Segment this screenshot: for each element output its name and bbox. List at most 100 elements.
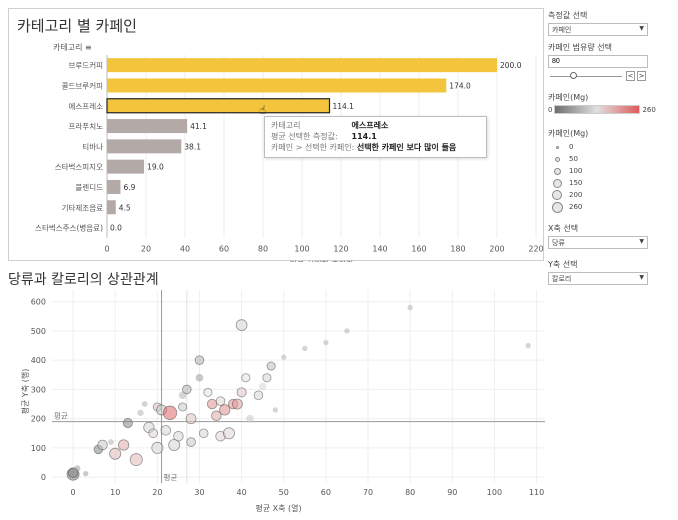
size-legend: 0 50 100 150 200 260 [548, 141, 672, 213]
x-axis-select[interactable]: 당류 ▼ [548, 236, 648, 249]
scatter-point [206, 398, 218, 410]
scatter-point [137, 409, 144, 416]
scatter-point [151, 441, 164, 454]
size-legend-text: 50 [569, 155, 578, 163]
size-legend-item: 150 [552, 177, 672, 189]
hand-cursor-icon: ☝ [259, 103, 266, 117]
bar [107, 58, 497, 73]
category-label: 티바나 [82, 141, 103, 151]
color-legend-label: 카페인(Mg) [548, 93, 589, 102]
category-bar-chart: 0 20 40 60 80 100 120 140 160 180 200 220 브루드커피 200.0… [35, 55, 544, 262]
slider-knob[interactable] [570, 72, 577, 79]
size-legend-text: 200 [569, 191, 583, 199]
scatter-point [186, 437, 196, 447]
bar-value-label: 174.0 [449, 81, 471, 90]
x-tick-label: 40 [180, 245, 190, 254]
caffeine-slider[interactable]: < > [548, 70, 648, 82]
y-axis-select[interactable]: 칼로리 ▼ [548, 272, 648, 285]
scatter-point [108, 439, 114, 446]
scatter-point [160, 425, 171, 436]
x-tick-label: 10 [110, 488, 120, 497]
tooltip-value: 선택한 카페인 보다 많이 들음 [356, 143, 457, 152]
scatter-point [211, 410, 222, 421]
scatter-point [194, 355, 205, 365]
tooltip-value: 에스프레소 [351, 121, 389, 130]
x-tick-label: 20 [141, 245, 151, 254]
scatter-point [272, 407, 279, 413]
scatter-point [227, 398, 239, 410]
bar [107, 119, 188, 134]
scatter-point [198, 428, 209, 439]
bar [106, 98, 331, 114]
tooltip-key: 카테고리 [271, 121, 301, 130]
scatter-point [253, 390, 264, 401]
bar-value-label: 200.0 [500, 61, 522, 70]
x-axis-select-value: 당류 [552, 239, 565, 247]
scatter-point [173, 430, 184, 442]
x-tick-label: 0 [104, 245, 109, 254]
category-header[interactable]: 카테고리 ≡ [53, 42, 92, 53]
stepper-prev-button[interactable]: < [626, 71, 635, 81]
x-tick-label: 110 [529, 488, 544, 497]
tooltip-row: 카테고리 에스프레소 [271, 120, 480, 131]
chevron-down-icon: ▼ [639, 25, 644, 32]
x-axis-label: 평균 선택한 측정값 [290, 260, 355, 262]
bar-tooltip: 카테고리 에스프레소 평균 선택한 측정값: 114.1 카페인 > 선택한 카… [264, 116, 487, 158]
scatter-point [235, 319, 248, 331]
x-axis-select-label: X축 선택 [548, 224, 579, 233]
scatter-point [162, 405, 178, 420]
y-tick-label: 300 [31, 385, 46, 394]
scatter-point [266, 361, 276, 371]
category-header-label: 카테고리 [53, 43, 83, 52]
y-axis-select-label: Y축 선택 [548, 260, 578, 269]
scatter-point [246, 414, 254, 423]
scatter-point [97, 439, 108, 451]
category-label: 스타벅스피지오 [55, 162, 103, 172]
sort-icon[interactable]: ≡ [85, 43, 92, 52]
x-tick-label: 0 [71, 488, 76, 497]
x-tick-label: 180 [450, 245, 465, 254]
scatter-point [203, 387, 213, 397]
category-label: 에스프레소 [69, 102, 104, 111]
size-legend-text: 100 [569, 167, 583, 175]
measure-select-value: 카페인 [552, 26, 572, 34]
tooltip-key: 평균 선택한 측정값: [271, 132, 338, 141]
size-legend-item: 200 [552, 189, 672, 201]
size-circle [555, 156, 560, 162]
stepper-next-button[interactable]: > [637, 71, 646, 81]
category-label: 스타벅스주스(병음료) [35, 223, 103, 233]
scatter-point [219, 404, 231, 416]
scatter-point [143, 421, 155, 434]
size-legend-label: 카페인(Mg) [548, 129, 589, 138]
tooltip-key: 카페인 > 선택한 카페인: [271, 143, 355, 152]
x-tick-label: 50 [279, 488, 289, 497]
scatter-point [178, 402, 188, 412]
size-legend-item: 100 [552, 165, 672, 177]
scatter-point [129, 453, 143, 467]
size-legend-item: 260 [552, 201, 672, 213]
x-tick-label: 70 [363, 488, 373, 497]
scatter-point [302, 345, 308, 352]
size-circle [553, 178, 562, 188]
scatter-point [152, 402, 162, 412]
top-chart-title: 카테고리 별 카페인 [17, 17, 137, 35]
category-label: 블렌디드 [75, 182, 103, 192]
scatter-point [258, 382, 267, 391]
scatter-point [241, 373, 251, 383]
x-tick-label: 60 [219, 245, 229, 254]
scatter-point [93, 444, 104, 455]
x-axis-label: 평균 X축 (열) [255, 503, 301, 513]
bar-value-label: 0.0 [110, 224, 122, 233]
tooltip-value: 114.1 [351, 132, 377, 141]
measure-select[interactable]: 카페인 ▼ [548, 23, 648, 36]
color-legend-min: 0 [548, 105, 553, 114]
y-tick-label: 400 [31, 356, 46, 365]
x-tick-label: 200 [489, 245, 504, 254]
bar [107, 159, 145, 174]
category-label: 콜드브루커피 [62, 81, 103, 90]
bar-value-label: 4.5 [119, 203, 131, 212]
y-axis-label: 평균 Y축 (행) [20, 369, 30, 415]
bottom-chart-title: 당류과 칼로리의 상관관계 [8, 272, 159, 288]
size-legend-item: 50 [552, 153, 672, 165]
caffeine-range-input[interactable] [548, 55, 648, 68]
